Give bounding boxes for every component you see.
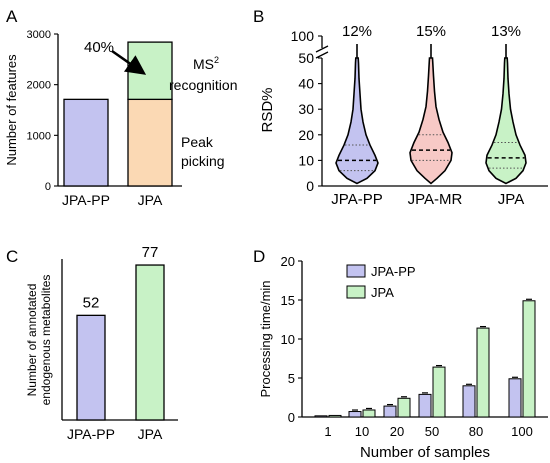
panel-c-bar-jpa-pp bbox=[76, 314, 106, 421]
panel-d-bar-jpa-pp bbox=[418, 393, 432, 418]
panel-d-legend-label-jpa: JPA bbox=[371, 285, 394, 300]
panel-b-y-tick-label: 0 bbox=[306, 178, 314, 194]
panel-c-y-label-line1: Number of annotated bbox=[25, 284, 39, 397]
panel-b-x-tick-jpa-mr: JPA-MR bbox=[408, 191, 463, 208]
panel-a-annotation-percent: 40% bbox=[84, 39, 114, 56]
panel-d-bar-jpa-pp bbox=[383, 405, 397, 418]
panel-d-x-tick-label: 1 bbox=[324, 424, 331, 439]
panel-d-y-tick-label: 0 bbox=[288, 410, 295, 425]
panel-a-x-tick-jpa-pp: JPA-PP bbox=[62, 192, 110, 208]
panel-d-x-label: Number of samples bbox=[360, 444, 490, 461]
panel-a-bar-jpa-pp bbox=[63, 98, 109, 187]
panel-a-y-label: Number of features bbox=[4, 54, 19, 166]
panel-d-legend-swatch-jpa bbox=[346, 285, 366, 299]
panel-c-chart: 52 77 Number of annotated endogenous meta… bbox=[25, 244, 178, 442]
panel-d-x-tick-label: 20 bbox=[390, 424, 404, 439]
panel-b-axis-break-mark-2 bbox=[315, 51, 329, 59]
panel-b-top-label-1: 12% bbox=[342, 23, 372, 40]
panel-c-x-tick-jpa: JPA bbox=[138, 426, 163, 442]
panel-a-label-recognition: recognition bbox=[169, 77, 238, 93]
panel-a-annotation-arrow bbox=[111, 49, 147, 75]
panel-d-x-tick-label: 100 bbox=[511, 424, 533, 439]
panel-d-bar-jpa-pp bbox=[348, 411, 362, 418]
panel-b-y-tick-label: 10 bbox=[298, 152, 314, 168]
panel-letter-d: D bbox=[253, 247, 265, 266]
panel-b-y-tick-label: 40 bbox=[298, 76, 314, 92]
panel-letter-b: B bbox=[253, 7, 264, 26]
panel-d-bar-jpa bbox=[476, 327, 490, 418]
panel-b-y-tick-label: 100 bbox=[291, 28, 315, 44]
panel-b-violin bbox=[335, 57, 379, 185]
panel-d-bar-jpa bbox=[328, 414, 342, 418]
panel-a-bar-jpa-peak-picking bbox=[127, 98, 173, 187]
panel-d-y-tick-label: 5 bbox=[288, 371, 295, 386]
panel-a-label-picking: picking bbox=[181, 153, 225, 169]
panel-a-bar-jpa-ms2-recognition bbox=[127, 41, 173, 101]
panel-b-violin bbox=[485, 57, 527, 185]
panel-d-x-tick-label: 10 bbox=[355, 424, 369, 439]
panel-d-bar-jpa bbox=[397, 397, 411, 418]
panel-d-chart: 0 5 10 15 20 1 10 20 50 80 100 Processing time/mi… bbox=[258, 254, 548, 461]
panel-d-y-tick-label: 20 bbox=[281, 254, 295, 269]
panel-a-y-tick-label: 2000 bbox=[27, 80, 51, 92]
panel-a-y-tick-label: 0 bbox=[45, 181, 51, 193]
panel-a-y-tick-label: 1000 bbox=[27, 130, 51, 142]
panel-d-bar-jpa-pp bbox=[508, 378, 522, 418]
panel-b-top-label-2: 15% bbox=[416, 23, 446, 40]
panel-d-y-label: Processing time/min bbox=[258, 280, 273, 397]
panel-d-bar-jpa-pp bbox=[314, 415, 328, 418]
panel-b-y-tick-label: 20 bbox=[298, 127, 314, 143]
panel-a-y-tick-label: 3000 bbox=[27, 29, 51, 41]
panel-d-x-tick-label: 50 bbox=[425, 424, 439, 439]
panel-c-data-label: 77 bbox=[142, 244, 159, 261]
panel-d-bar-jpa bbox=[522, 300, 536, 418]
panel-b-chart: 0 10 20 30 40 50 100 RSD% JPA-PP JPA-MR JPA 12… bbox=[259, 23, 548, 208]
panel-d-y-tick-label: 15 bbox=[281, 293, 295, 308]
panel-b-y-tick-label: 50 bbox=[298, 50, 314, 66]
panel-c-x-tick-jpa-pp: JPA-PP bbox=[67, 426, 115, 442]
panel-a-label-peak: Peak bbox=[181, 134, 214, 150]
panel-c-y-label-line2: endogenous metabolites bbox=[39, 275, 53, 406]
panel-a-x-tick-jpa: JPA bbox=[138, 192, 163, 208]
panel-d-y-tick-label: 10 bbox=[281, 332, 295, 347]
panel-c-data-label: 52 bbox=[83, 294, 100, 311]
panel-letter-c: C bbox=[6, 247, 18, 266]
panel-d-legend-label-jpa-pp: JPA-PP bbox=[371, 264, 416, 279]
panel-b-axis-break-mark-1 bbox=[315, 45, 329, 53]
panel-d-bar-jpa-pp bbox=[462, 385, 476, 418]
panel-b-y-label: RSD% bbox=[259, 87, 276, 132]
panel-d-bar-jpa bbox=[362, 409, 376, 418]
panel-b-x-tick-jpa: JPA bbox=[498, 191, 524, 208]
panel-b-x-tick-jpa-pp: JPA-PP bbox=[331, 191, 382, 208]
panel-b-violin bbox=[409, 57, 453, 185]
panel-d-bar-jpa bbox=[432, 366, 446, 418]
panel-d-legend-swatch-jpa-pp bbox=[346, 264, 366, 278]
panel-d-x-tick-label: 80 bbox=[469, 424, 483, 439]
panel-a-label-ms2: MS2 bbox=[193, 55, 219, 72]
panel-b-top-label-3: 13% bbox=[491, 23, 521, 40]
panel-c-bar-jpa bbox=[135, 264, 165, 421]
panel-letter-a: A bbox=[6, 7, 18, 26]
panel-b-y-tick-label: 30 bbox=[298, 101, 314, 117]
